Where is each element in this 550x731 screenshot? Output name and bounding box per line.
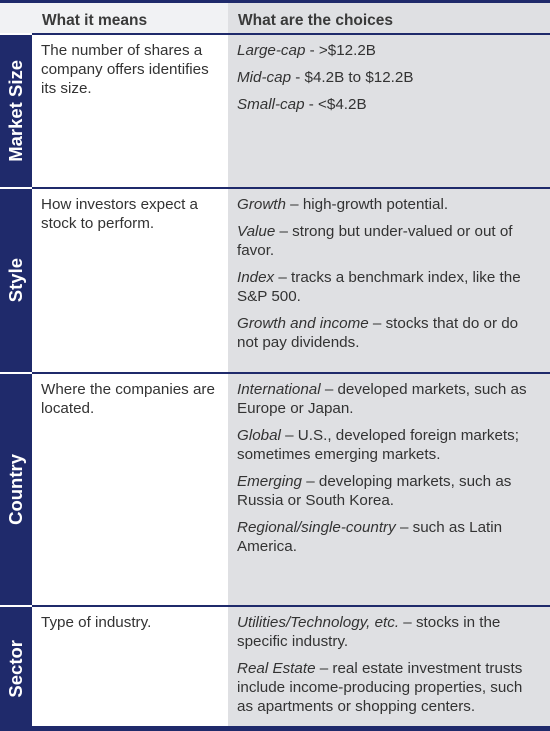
choice-term: Growth and income xyxy=(237,315,369,332)
choice-item: Growth and income – stocks that do or do… xyxy=(237,314,540,352)
choice-term: Small-cap xyxy=(237,96,305,113)
choice-item: Regional/single-country – such as Latin … xyxy=(237,518,540,556)
choice-item: Large-cap - >$12.2B xyxy=(237,41,540,60)
row-label-sector: Sector xyxy=(0,605,32,731)
row-label-country: Country xyxy=(0,372,32,605)
choice-term: Global xyxy=(237,427,281,444)
choice-text: – tracks a benchmark index, like the S&P… xyxy=(237,269,521,305)
choice-term: Index xyxy=(237,269,275,286)
choice-term: Growth xyxy=(237,196,286,213)
choice-text: - <$4.2B xyxy=(304,96,367,113)
choices-sector: Utilities/Technology, etc. – stocks in t… xyxy=(228,605,550,731)
choice-item: International – developed markets, such … xyxy=(237,380,540,418)
header-corner xyxy=(0,0,32,33)
choice-item: Small-cap - <$4.2B xyxy=(237,95,540,114)
choice-text: – real estate investment trusts include … xyxy=(237,660,523,715)
choice-text: – such as Latin America. xyxy=(237,519,503,555)
choice-item: Value – strong but under-valued or out o… xyxy=(237,222,540,260)
choice-term: Mid-cap xyxy=(237,69,292,86)
choice-term: Large-cap xyxy=(237,42,306,59)
choice-term: International xyxy=(237,381,321,398)
means-style: How investors expect a stock to perform. xyxy=(32,187,228,372)
choices-country: International – developed markets, such … xyxy=(228,372,550,605)
choice-text: – developed markets, such as Europe or J… xyxy=(237,381,527,417)
choice-text: – developing markets, such as Russia or … xyxy=(237,473,512,509)
row-label-market-size: Market Size xyxy=(0,33,32,187)
choice-item: Real Estate – real estate investment tru… xyxy=(237,659,540,716)
row-label-text: Country xyxy=(5,454,26,525)
choice-term: Regional/single-country xyxy=(237,519,396,536)
choice-item: Mid-cap - $4.2B to $12.2B xyxy=(237,68,540,87)
choice-item: Global – U.S., developed foreign markets… xyxy=(237,426,540,464)
choice-item: Growth – high-growth potential. xyxy=(237,195,540,214)
means-market-size: The number of shares a company offers id… xyxy=(32,33,228,187)
choice-text: – strong but under-valued or out of favo… xyxy=(237,223,513,259)
choice-item: Utilities/Technology, etc. – stocks in t… xyxy=(237,613,540,651)
header-what-it-means: What it means xyxy=(32,0,228,33)
choice-term: Real Estate xyxy=(237,660,316,677)
header-what-are-the-choices: What are the choices xyxy=(228,0,550,33)
choice-term: Value xyxy=(237,223,276,240)
means-sector: Type of industry. xyxy=(32,605,228,731)
row-label-text: Sector xyxy=(5,640,26,698)
choice-item: Index – tracks a benchmark index, like t… xyxy=(237,268,540,306)
choice-term: Emerging xyxy=(237,473,302,490)
table-bottom-rule xyxy=(32,726,550,731)
choice-text: – stocks that do or do not pay dividends… xyxy=(237,315,519,351)
choice-text: – U.S., developed foreign markets; somet… xyxy=(237,427,519,463)
choice-text: - >$12.2B xyxy=(305,42,376,59)
choices-market-size: Large-cap - >$12.2B Mid-cap - $4.2B to $… xyxy=(228,33,550,187)
choice-item: Emerging – developing markets, such as R… xyxy=(237,472,540,510)
row-label-text: Style xyxy=(5,258,26,303)
row-label-style: Style xyxy=(0,187,32,372)
means-country: Where the companies are located. xyxy=(32,372,228,605)
choice-term: Utilities/Technology, etc. xyxy=(237,614,400,631)
row-label-text: Market Size xyxy=(5,60,26,162)
choice-text: - $4.2B to $12.2B xyxy=(291,69,414,86)
choice-text: – high-growth potential. xyxy=(285,196,449,213)
choices-style: Growth – high-growth potential. Value – … xyxy=(228,187,550,372)
choice-text: – stocks in the specific industry. xyxy=(237,614,501,650)
